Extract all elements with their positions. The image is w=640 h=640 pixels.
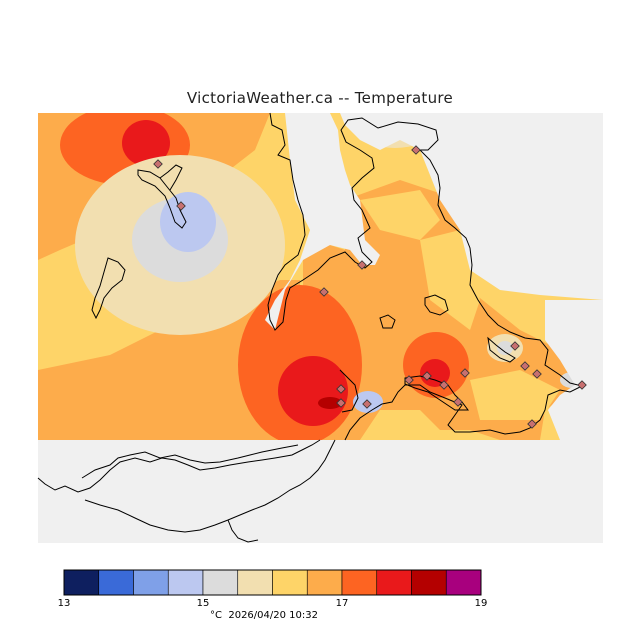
legend-swatches [63, 569, 482, 596]
station-marker[interactable] [336, 398, 346, 408]
legend-timestamp: 2026/04/20 10:32 [228, 610, 318, 621]
legend-swatch [272, 569, 308, 596]
map-title: VictoriaWeather.ca -- Temperature [186, 89, 454, 107]
station-marker[interactable] [439, 380, 449, 390]
station-marker[interactable] [357, 260, 367, 270]
legend-swatch [445, 569, 482, 596]
legend-swatch [237, 569, 273, 596]
station-marker[interactable] [336, 384, 346, 394]
legend-border [63, 569, 482, 596]
station-marker[interactable] [153, 159, 163, 169]
legend-tick-label: 17 [335, 598, 349, 609]
station-marker[interactable] [510, 341, 520, 351]
legend-swatch [341, 569, 378, 596]
legend-unit: °C [210, 610, 222, 621]
weather-stations [153, 145, 587, 429]
station-marker[interactable] [460, 368, 470, 378]
station-marker[interactable] [520, 361, 530, 371]
station-marker[interactable] [362, 399, 372, 409]
station-marker[interactable] [404, 375, 414, 385]
legend-swatch [411, 569, 447, 596]
legend-swatch [306, 569, 343, 596]
station-marker[interactable] [176, 201, 186, 211]
coastlines [37, 112, 584, 543]
station-marker[interactable] [319, 287, 329, 297]
legend-swatch [63, 569, 100, 596]
legend-swatch [376, 569, 412, 596]
station-marker[interactable] [577, 380, 587, 390]
water-mask [265, 113, 603, 440]
station-marker[interactable] [411, 145, 421, 155]
legend-tick-label: 15 [196, 598, 210, 609]
station-marker[interactable] [527, 419, 537, 429]
temperature-field [38, 113, 603, 440]
legend-tick-label: 13 [57, 598, 71, 609]
station-marker[interactable] [422, 371, 432, 381]
legend-swatch [133, 569, 169, 596]
legend-caption: °C 2026/04/20 10:32 [210, 610, 318, 621]
legend-swatch [202, 569, 239, 596]
legend-tick-label: 19 [474, 598, 488, 609]
station-marker[interactable] [453, 397, 463, 407]
legend-swatch [167, 569, 204, 596]
station-marker[interactable] [532, 369, 542, 379]
legend-swatch [98, 569, 134, 596]
